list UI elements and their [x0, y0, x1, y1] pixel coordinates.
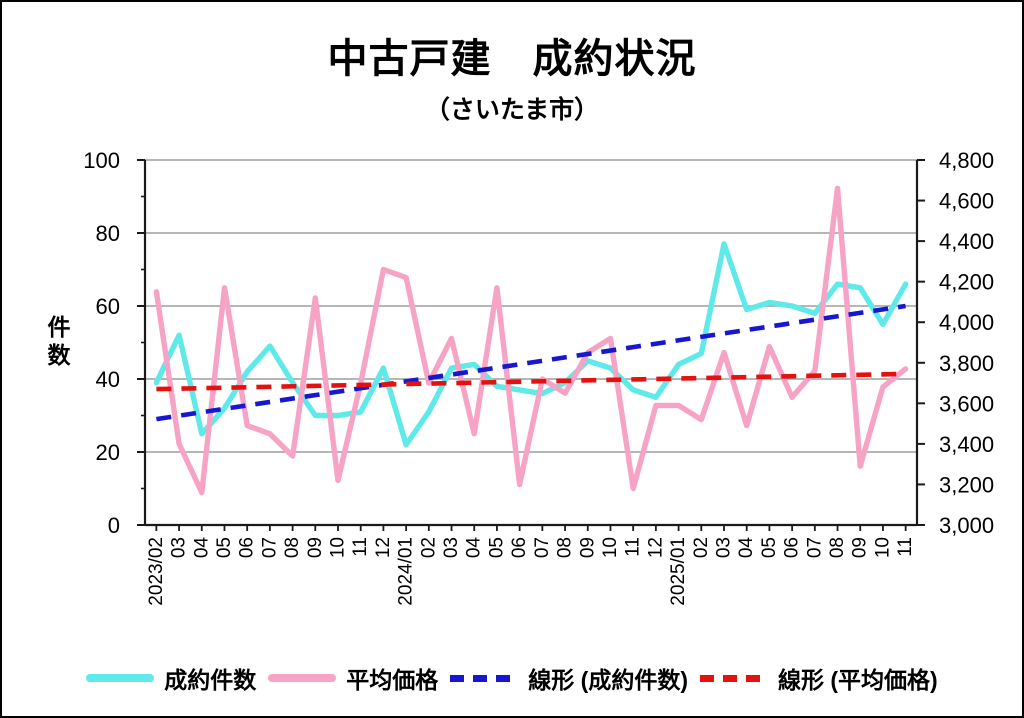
- x-tick-label: 04: [191, 537, 212, 559]
- legend-label-trend-contract-count: 線形 (成約件数): [528, 667, 688, 693]
- left-tick-label: 20: [96, 440, 120, 465]
- x-tick-label: 11: [895, 537, 916, 557]
- x-tick-label: 10: [600, 537, 621, 558]
- series-line-3: [156, 371, 906, 392]
- legend-item-trend-average-price: 線形 (平均価格): [700, 661, 938, 695]
- chart-legend: 成約件数 平均価格 線形 (成約件数) 線形 (平均価格): [2, 657, 1022, 699]
- right-tick-label: 3,800: [939, 351, 994, 376]
- x-tick-label: 05: [759, 537, 780, 558]
- legend-swatch-average-price: [268, 674, 337, 682]
- right-tick-label: 4,400: [939, 229, 994, 254]
- x-tick-label: 04: [464, 537, 485, 559]
- x-tick-label: 10: [328, 537, 349, 558]
- x-tick-label: 11: [623, 537, 644, 557]
- left-tick-label: 80: [96, 221, 120, 246]
- chart-title: 中古戸建 成約状況: [327, 37, 697, 81]
- left-tick-label: 60: [96, 294, 120, 319]
- right-tick-label: 3,400: [939, 432, 994, 457]
- x-tick-label: 12: [373, 537, 394, 558]
- right-tick-label: 4,600: [939, 189, 994, 214]
- x-tick-label: 05: [486, 537, 507, 558]
- x-tick-label: 2025/01: [668, 537, 689, 606]
- x-tick-label: 09: [850, 537, 871, 558]
- legend-swatch-trend-average-price: [700, 674, 768, 682]
- x-tick-label: 10: [872, 537, 893, 558]
- right-tick-label: 3,200: [939, 472, 994, 497]
- left-tick-label: 0: [108, 513, 120, 538]
- legend-swatch-contract-count: [86, 674, 155, 682]
- x-tick-label: 08: [827, 537, 848, 558]
- x-tick-label: 08: [555, 537, 576, 558]
- right-tick-label: 4,200: [939, 270, 994, 295]
- x-tick-label: 2024/01: [396, 537, 417, 606]
- x-tick-label: 12: [645, 537, 666, 558]
- x-tick-label: 11: [350, 537, 371, 557]
- legend-swatch-trend-contract-count: [450, 674, 519, 682]
- x-tick-label: 02: [691, 537, 712, 558]
- x-tick-label: 02: [418, 537, 439, 558]
- legend-item-average-price: 平均価格: [268, 661, 438, 695]
- right-tick-label: 4,800: [939, 148, 994, 173]
- x-tick-label: 08: [282, 537, 303, 558]
- right-tick-label: 4,000: [939, 310, 994, 335]
- x-tick-label: 03: [169, 537, 190, 558]
- series-line-1: [153, 185, 909, 496]
- left-axis-title: 件数: [48, 314, 72, 368]
- x-tick-label: 05: [214, 537, 235, 558]
- x-tick-label: 03: [441, 537, 462, 558]
- series-line-2: [156, 303, 906, 422]
- legend-label-contract-count: 成約件数: [164, 667, 257, 693]
- line-chart: 100 80 60 40 20 0 4,800 4,600 4,400 4,200 4,000 3,8…: [48, 148, 995, 606]
- x-tick-label: 06: [782, 537, 803, 558]
- x-tick-label: 09: [305, 537, 326, 558]
- x-tick-label: 2023/02: [146, 537, 167, 606]
- right-tick-label: 3,600: [939, 391, 994, 416]
- x-tick-label: 07: [259, 537, 280, 558]
- right-tick-label: 3,000: [939, 513, 994, 538]
- legend-label-trend-average-price: 線形 (平均価格): [778, 667, 938, 693]
- x-tick-label: 03: [714, 537, 735, 558]
- left-tick-label: 100: [83, 148, 120, 173]
- left-tick-label: 40: [96, 367, 120, 392]
- series-line-0: [153, 241, 909, 448]
- legend-item-trend-contract-count: 線形 (成約件数): [450, 661, 688, 695]
- legend-label-average-price: 平均価格: [346, 667, 439, 693]
- x-tick-label: 04: [736, 537, 757, 559]
- legend-item-contract-count: 成約件数: [86, 661, 256, 695]
- x-tick-label: 06: [237, 537, 258, 558]
- x-tick-label: 09: [577, 537, 598, 558]
- x-tick-label: 07: [532, 537, 553, 558]
- x-tick-label: 06: [509, 537, 530, 558]
- chart-subtitle: （さいたま市）: [424, 96, 600, 124]
- x-tick-label: 07: [804, 537, 825, 558]
